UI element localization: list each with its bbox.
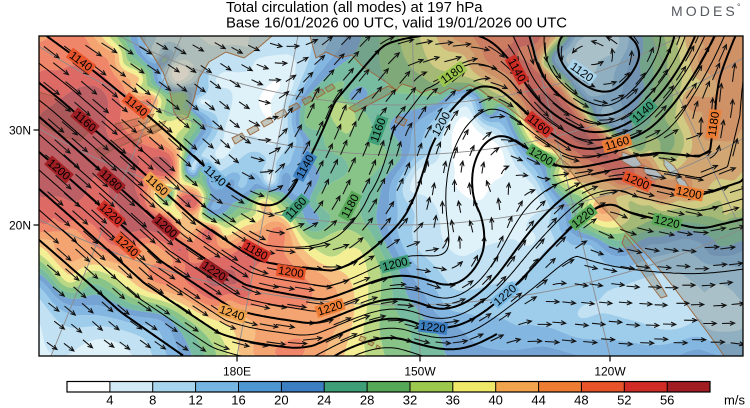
svg-text:1200: 1200 xyxy=(277,265,304,281)
svg-text:1220: 1220 xyxy=(653,214,681,231)
svg-text:32: 32 xyxy=(403,393,417,408)
svg-text:°: ° xyxy=(737,2,741,12)
svg-text:Total circulation (all modes): Total circulation (all modes) at 197 hPa xyxy=(226,0,483,16)
svg-text:12: 12 xyxy=(188,393,202,408)
svg-text:Base 16/01/2026 00 UTC, valid: Base 16/01/2026 00 UTC, valid 19/01/2026… xyxy=(226,16,567,32)
svg-text:1200: 1200 xyxy=(381,256,409,274)
svg-text:20N: 20N xyxy=(9,219,31,233)
svg-text:150W: 150W xyxy=(404,365,436,379)
svg-text:40: 40 xyxy=(488,393,502,408)
svg-text:28: 28 xyxy=(360,393,374,408)
svg-text:4: 4 xyxy=(106,393,113,408)
svg-text:30N: 30N xyxy=(9,124,31,138)
svg-text:24: 24 xyxy=(317,393,331,408)
svg-text:m/s: m/s xyxy=(724,393,745,408)
svg-text:1200: 1200 xyxy=(675,185,703,202)
svg-text:56: 56 xyxy=(660,393,674,408)
svg-text:MODES: MODES xyxy=(671,3,738,19)
svg-text:52: 52 xyxy=(617,393,631,408)
svg-text:36: 36 xyxy=(446,393,460,408)
svg-text:48: 48 xyxy=(574,393,588,408)
svg-text:20: 20 xyxy=(274,393,288,408)
svg-text:8: 8 xyxy=(149,393,156,408)
svg-text:1180: 1180 xyxy=(707,111,722,137)
svg-text:180E: 180E xyxy=(223,365,251,379)
svg-text:120W: 120W xyxy=(594,365,626,379)
svg-text:1220: 1220 xyxy=(419,321,446,336)
svg-text:16: 16 xyxy=(231,393,245,408)
svg-text:44: 44 xyxy=(531,393,545,408)
